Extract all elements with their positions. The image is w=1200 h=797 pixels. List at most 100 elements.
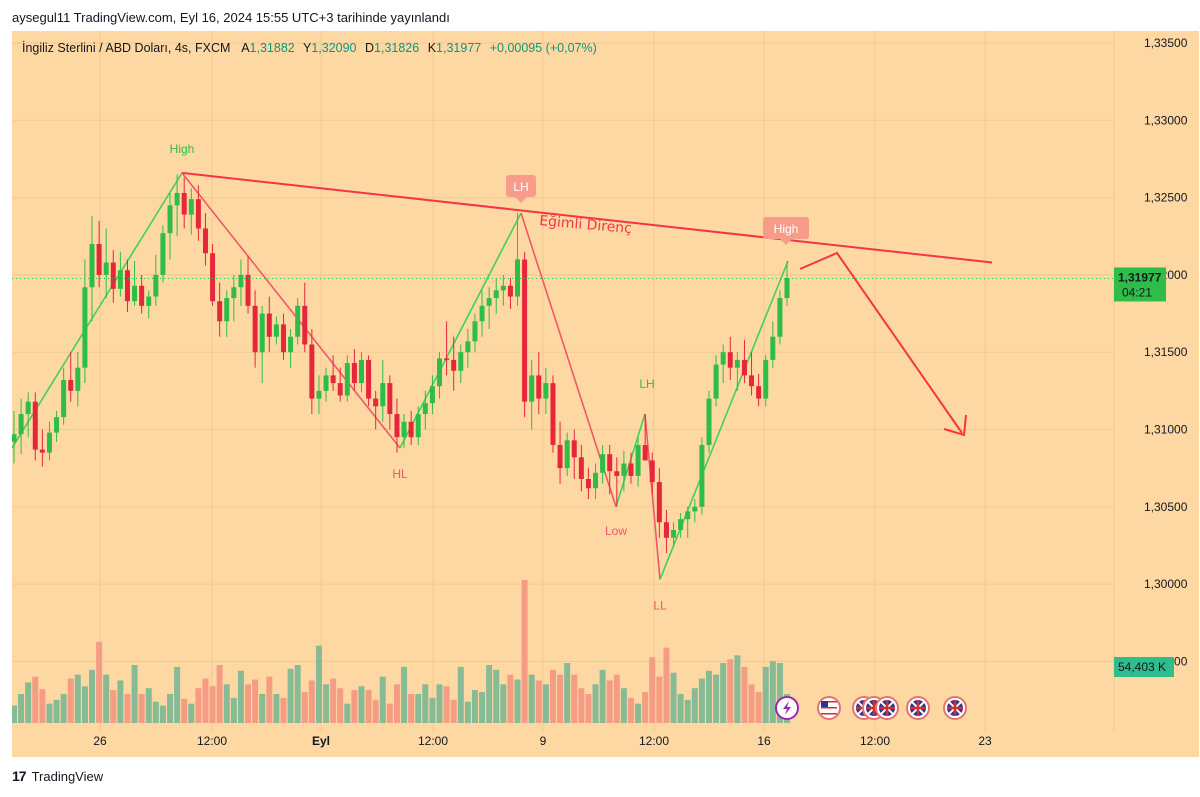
volume-bar [670,672,677,723]
candle-body [238,274,244,288]
candle-body [663,522,669,538]
candle-body [678,519,684,530]
zigzag-up-leg [12,172,183,449]
volume-bar [656,676,663,723]
volume-bar [422,684,429,723]
bar-countdown: 04:21 [1122,285,1152,299]
volume-bar [528,674,535,723]
volume-bar [67,678,74,723]
pivot-labels: High HL LH Low LH LL High [170,142,809,612]
volume-bar [698,678,705,723]
candle-body [252,305,258,353]
candle-body [635,444,641,476]
trendline-drawing[interactable]: Eğimli Direnç [181,171,993,264]
candle-body [536,375,542,399]
volume-bar [471,690,478,723]
volume-bar [705,670,712,723]
candle-body [720,352,726,365]
chart-canvas[interactable]: Eğimli Direnç High HL LH Low LH LL High 1,3350… [12,31,1199,757]
candle-body [777,298,783,337]
volume-bar [393,684,400,723]
volume-bar [535,680,542,723]
volume-bar [245,684,252,723]
candle-body [415,414,421,438]
volume-bar [507,674,514,723]
candle-body [366,359,372,399]
candlestick-series[interactable] [12,174,790,554]
candle-body [685,511,691,520]
candle-body [429,386,435,404]
candle-body [124,270,130,302]
volume-bar [571,674,578,723]
brand-footer[interactable]: 17 TradingView [12,768,103,784]
chart-pane[interactable]: Eğimli Direnç High HL LH Low LH LL High 1,3350… [12,31,1199,757]
pivot-label: High [170,142,195,156]
volume-bar [401,666,408,723]
candle-body [408,421,414,438]
volume-bar [323,684,330,723]
volume-bar [315,645,322,723]
volume-bar [32,676,39,723]
volume-bar [408,694,415,723]
candle-body [89,243,95,288]
zigzag-drawing[interactable] [12,172,789,580]
candle-body [330,375,336,384]
candle-body [770,336,776,360]
candle-body [564,440,570,469]
legend-symbol[interactable]: İngiliz Sterlini / ABD Doları, 4s, FXCM [22,41,231,55]
candle-body [671,529,677,538]
arrow-head-icon [943,414,967,437]
last-price-value: 1,31977 [1118,270,1162,284]
candle-body [692,506,698,512]
economic-events[interactable] [775,696,967,720]
volume-bar [443,686,450,723]
resistance-label: Eğimli Direnç [539,213,633,237]
volume-bar [145,688,152,723]
pivot-label: HL [392,467,408,481]
price-tick: 1,30000 [1144,577,1188,591]
volume-bar [727,659,734,723]
volume-bar [776,663,783,723]
volume-bar [549,669,556,723]
volume-bar [53,699,60,723]
candle-body [699,444,705,507]
candle-body [451,359,457,371]
candle-body [621,463,627,476]
volume-bar [684,699,691,723]
volume-bar [713,674,720,723]
volume-bar [131,665,138,723]
candle-body [302,305,308,345]
time-tick: 23 [978,734,992,748]
volume-bar [592,684,599,723]
candle-body [54,417,60,433]
candle-body [578,457,584,479]
candle-body [628,463,634,476]
candle-body [465,341,471,353]
candle-body [12,434,17,442]
volume-bar [25,682,32,723]
volume-bar [627,697,634,723]
volume-bar [457,666,464,723]
candle-body [479,305,485,322]
candle-body [600,454,606,473]
volume-bar [450,699,457,723]
volume-bar [748,684,755,723]
volume-bar [557,674,564,723]
time-tick: Eyl [312,734,330,748]
candle-body [96,243,102,275]
volume-bar [12,705,17,723]
time-tick: 26 [93,734,107,748]
candle-body [181,192,187,215]
volume-bar [138,694,145,723]
candle-body [741,359,747,376]
price-tick: 1,33500 [1144,36,1188,50]
volume-histogram [12,579,790,723]
candle-body [18,414,24,435]
pivot-label: LL [653,598,667,612]
projection-arrow[interactable] [12,251,1114,437]
volume-bar [237,670,244,723]
candle-body [146,296,152,306]
volume-bar [252,679,259,723]
candle-body [174,192,180,206]
zigzag-down-leg [181,172,401,449]
